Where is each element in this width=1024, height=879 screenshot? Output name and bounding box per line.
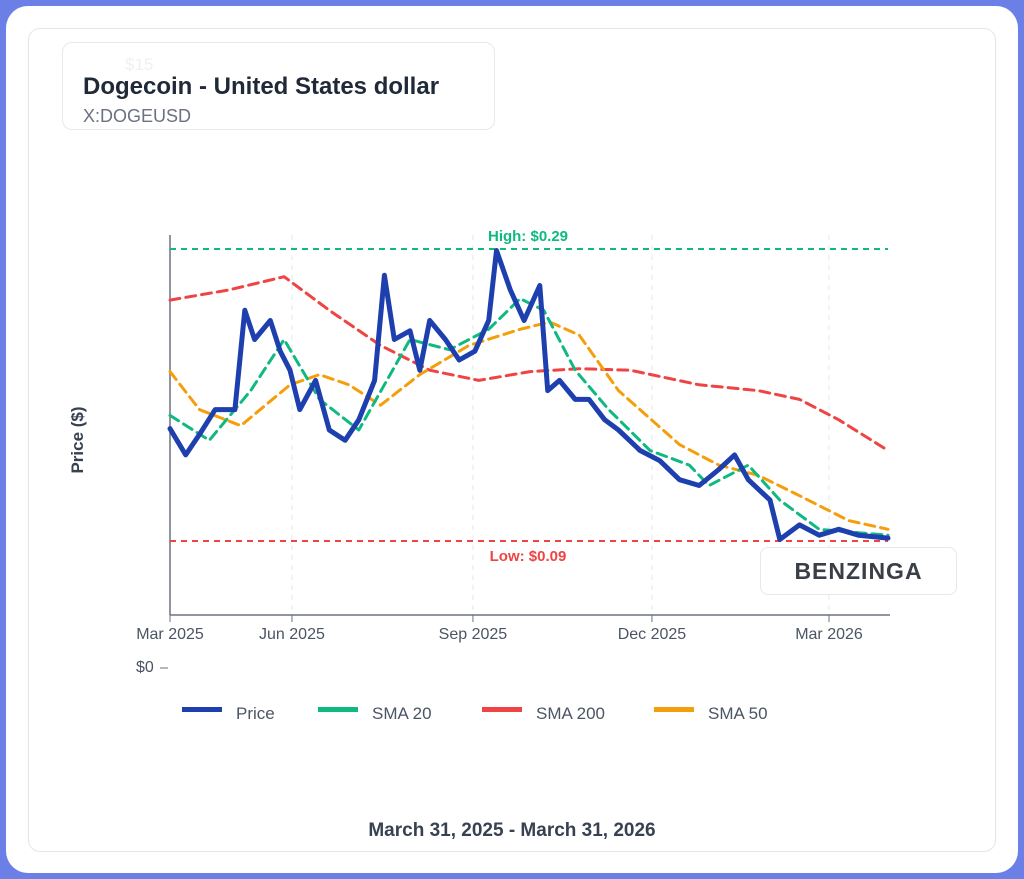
x-tick-label: Sep 2025	[438, 626, 508, 643]
ticker-symbol: X:DOGEUSD	[83, 106, 192, 126]
legend-label: SMA 200	[536, 704, 605, 723]
chart-title: Dogecoin - United States dollar	[83, 73, 440, 100]
price-line	[167, 248, 891, 542]
y-axis-label: Price ($)	[68, 406, 87, 474]
x-tick-label: Jun 2025	[259, 626, 325, 643]
x-tick-label: Dec 2025	[617, 626, 687, 643]
legend-label: SMA 20	[372, 704, 432, 723]
date-range: March 31, 2025 - March 31, 2026	[368, 820, 656, 841]
sma50-line	[168, 320, 890, 531]
legend-label: Price	[236, 704, 275, 723]
legend-swatch	[182, 706, 222, 712]
sma200-line	[168, 275, 890, 452]
chart-card	[28, 28, 996, 852]
logo-text: BENZINGA	[794, 557, 923, 584]
legend-item-sma200[interactable]: SMA 200	[482, 704, 605, 724]
ghost-tick-label: $15	[125, 55, 154, 74]
y-tick-0: $0	[136, 659, 154, 676]
x-tick-label: Mar 2026	[795, 626, 863, 643]
legend-item-sma50[interactable]: SMA 50	[654, 704, 768, 724]
chart-header: $15 Dogecoin - United States dollar X:DO…	[62, 42, 495, 130]
legend-swatch	[482, 706, 522, 712]
legend-item-price[interactable]: Price	[182, 704, 275, 724]
legend-label: SMA 50	[708, 704, 768, 723]
low-annotation: Low: $0.09	[489, 548, 567, 565]
legend-swatch	[654, 706, 694, 712]
x-tick-label: Mar 2025	[136, 626, 204, 643]
sma20-line	[168, 297, 890, 537]
legend-swatch	[318, 706, 358, 712]
high-annotation: High: $0.29	[487, 228, 569, 245]
legend-item-sma20[interactable]: SMA 20	[318, 704, 432, 724]
benzinga-logo: BENZINGA	[760, 547, 957, 595]
